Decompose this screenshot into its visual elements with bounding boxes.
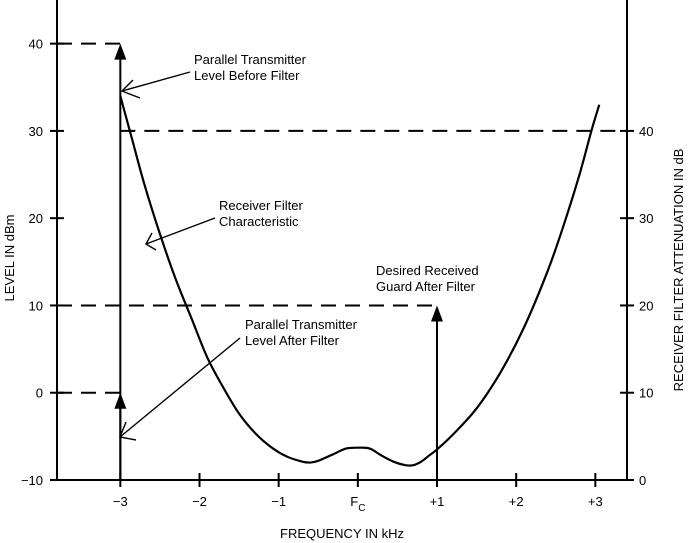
x-tick-label-3: FC (350, 494, 365, 514)
level-arrow-head-1 (114, 392, 127, 409)
annotation-before-filter-line-2: Level Before Filter (194, 68, 300, 83)
right-y-tick-label-3: 30 (639, 211, 653, 226)
right-y-tick-label-1: 10 (639, 386, 653, 401)
level-arrows (114, 43, 443, 480)
annotation-filter-characteristic-line-1: Receiver Filter (219, 198, 303, 213)
annotation-after-filter-line-2: Level After Filter (245, 333, 340, 348)
left-y-tick-label-0: −10 (21, 473, 43, 488)
right-y-tick-label-0: 0 (639, 473, 646, 488)
annotation-after-filter-line-1: Parallel Transmitter (245, 317, 358, 332)
right-y-ticks: 0 10 20 30 40 (620, 124, 653, 488)
left-y-tick-label-5: 40 (29, 37, 43, 52)
left-y-ticks: −10 0 10 20 30 40 (21, 37, 64, 488)
right-y-tick-label-2: 20 (639, 298, 653, 313)
left-y-tick-label-1: 0 (36, 386, 43, 401)
left-y-tick-label-3: 20 (29, 211, 43, 226)
leader-after-filter (119, 337, 241, 441)
x-axis-title: FREQUENCY IN kHz (280, 526, 404, 541)
x-tick-label-6: +3 (588, 494, 603, 509)
level-arrow-head-2 (431, 305, 443, 322)
left-y-tick-label-2: 10 (29, 298, 43, 313)
level-arrow-head-0 (114, 43, 127, 60)
leader-filter-characteristic (145, 217, 216, 251)
filter-characteristic-curve (119, 95, 601, 467)
annotation-desired-guard-line-2: Guard After Filter (376, 279, 476, 294)
right-y-tick-label-4: 40 (639, 124, 653, 139)
x-tick-label-4: +1 (430, 494, 445, 509)
x-tick-label-1: −2 (192, 494, 207, 509)
right-y-axis-title-text: RECEIVER FILTER ATTENUATION IN dB (671, 149, 686, 392)
annotation-desired-guard-line-1: Desired Received (376, 263, 479, 278)
x-tick-label-2: −1 (271, 494, 286, 509)
annotation-after-filter: Parallel Transmitter Level After Filter (245, 317, 361, 348)
right-y-axis-title: RECEIVER FILTER ATTENUATION IN dB (671, 149, 686, 392)
x-tick-label-5: +2 (509, 494, 524, 509)
annotation-filter-characteristic: Receiver Filter Characteristic (219, 198, 306, 229)
x-tick-label-0: −3 (113, 494, 128, 509)
leader-before-filter (120, 71, 191, 99)
x-tick-label-subscript-3: C (358, 503, 365, 514)
annotation-before-filter-line-1: Parallel Transmitter (194, 52, 307, 67)
annotation-filter-characteristic-line-2: Characteristic (219, 214, 299, 229)
annotation-before-filter: Parallel Transmitter Level Before Filter (194, 52, 310, 83)
left-y-axis-title: LEVEL IN dBm (2, 215, 17, 302)
x-ticks: −3 −2 −1 FC +1 +2 +3 (113, 473, 603, 514)
reference-levels (57, 42, 627, 394)
annotation-desired-guard: Desired Received Guard After Filter (376, 263, 482, 294)
left-y-tick-label-4: 30 (29, 124, 43, 139)
